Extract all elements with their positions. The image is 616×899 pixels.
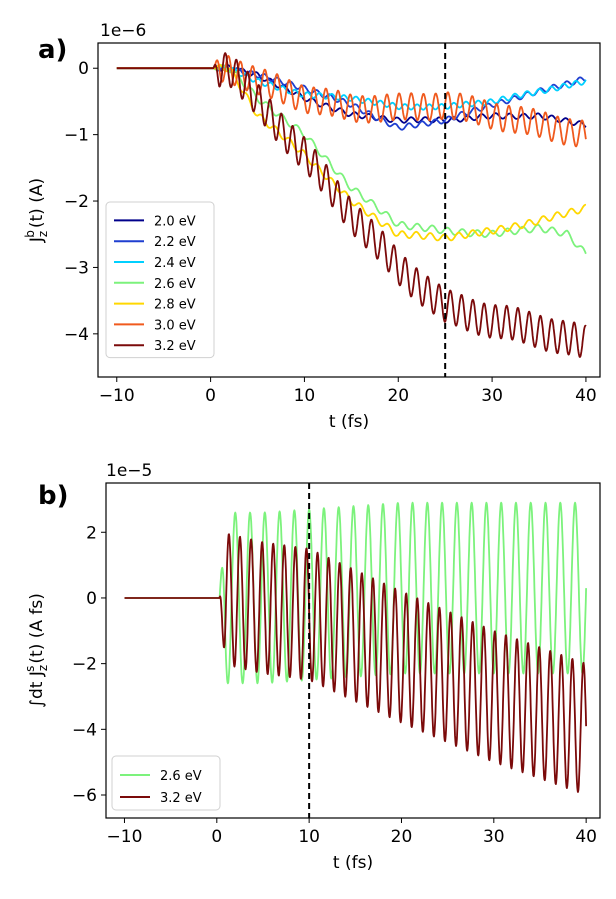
y-tick-label: 0 (78, 59, 89, 79)
series-group (116, 52, 587, 358)
y-tick-label: −2 (72, 655, 97, 675)
y-tick-label: −6 (72, 786, 97, 806)
legend-entry: 2.2 eV (154, 235, 196, 250)
x-tick-label: 10 (294, 386, 316, 406)
legend-entry: 2.6 eV (154, 277, 196, 292)
series-line-3-2-eV (116, 52, 587, 358)
x-tick-label: 40 (575, 386, 597, 406)
y-tick-label: −2 (64, 192, 89, 212)
legend-entry: 2.8 eV (154, 298, 196, 313)
axis-offset-text: 1e−6 (100, 21, 146, 41)
panel-a: −10 0 10 20 30 40 0 −1 −2 −3 −4 1e−6 a) t (fs) Jzb(t) … (23, 21, 601, 432)
legend: 2.0 eV 2.2 eV 2.4 eV 2.6 eV 2.8 eV 3.0 eV 3.2 … (105, 201, 215, 359)
axes-frame (97, 42, 601, 378)
x-tick-label: 30 (481, 386, 503, 406)
x-tick-label: −10 (99, 386, 135, 406)
legend-entry: 2.6 eV (160, 769, 202, 784)
panel-label: a) (38, 35, 67, 65)
x-tick-label: 20 (391, 827, 413, 847)
y-tick-label: −4 (72, 720, 97, 740)
x-tick-label: 30 (483, 827, 505, 847)
y-axis-label: Jzb(t) (A) (23, 178, 50, 243)
legend-entry: 2.4 eV (154, 256, 196, 271)
y-tick-label: −3 (64, 258, 89, 278)
axes-frame (105, 482, 601, 819)
x-tick-label: 0 (205, 386, 216, 406)
panel-label: b) (38, 481, 69, 511)
series-line-3-2-eV (123, 533, 587, 793)
y-tick-label: −4 (64, 325, 89, 345)
legend-entry: 3.2 eV (154, 339, 196, 354)
legend: 2.6 eV 3.2 eV (111, 755, 221, 811)
x-tick-label: 0 (211, 827, 222, 847)
legend-entry: 3.0 eV (154, 318, 196, 333)
x-axis-label: t (fs) (329, 412, 369, 432)
x-tick-label: −10 (107, 827, 143, 847)
legend-entry: 2.0 eV (154, 214, 196, 229)
x-tick-label: 40 (575, 827, 597, 847)
x-tick-label: 20 (387, 386, 409, 406)
series-line-2-4-eV (116, 65, 587, 111)
x-axis-label: t (fs) (333, 853, 373, 873)
legend-entry: 3.2 eV (160, 791, 202, 806)
x-tick-label: 10 (298, 827, 320, 847)
y-tick-label: −1 (64, 126, 89, 146)
y-tick-label: 2 (86, 523, 97, 543)
series-group (123, 501, 587, 793)
axis-offset-text: 1e−5 (106, 461, 152, 481)
series-line-2-6-eV (123, 501, 587, 685)
y-axis-label: ∫dt Jzs(t) (A fs) (23, 593, 50, 708)
y-tick-label: 0 (86, 589, 97, 609)
